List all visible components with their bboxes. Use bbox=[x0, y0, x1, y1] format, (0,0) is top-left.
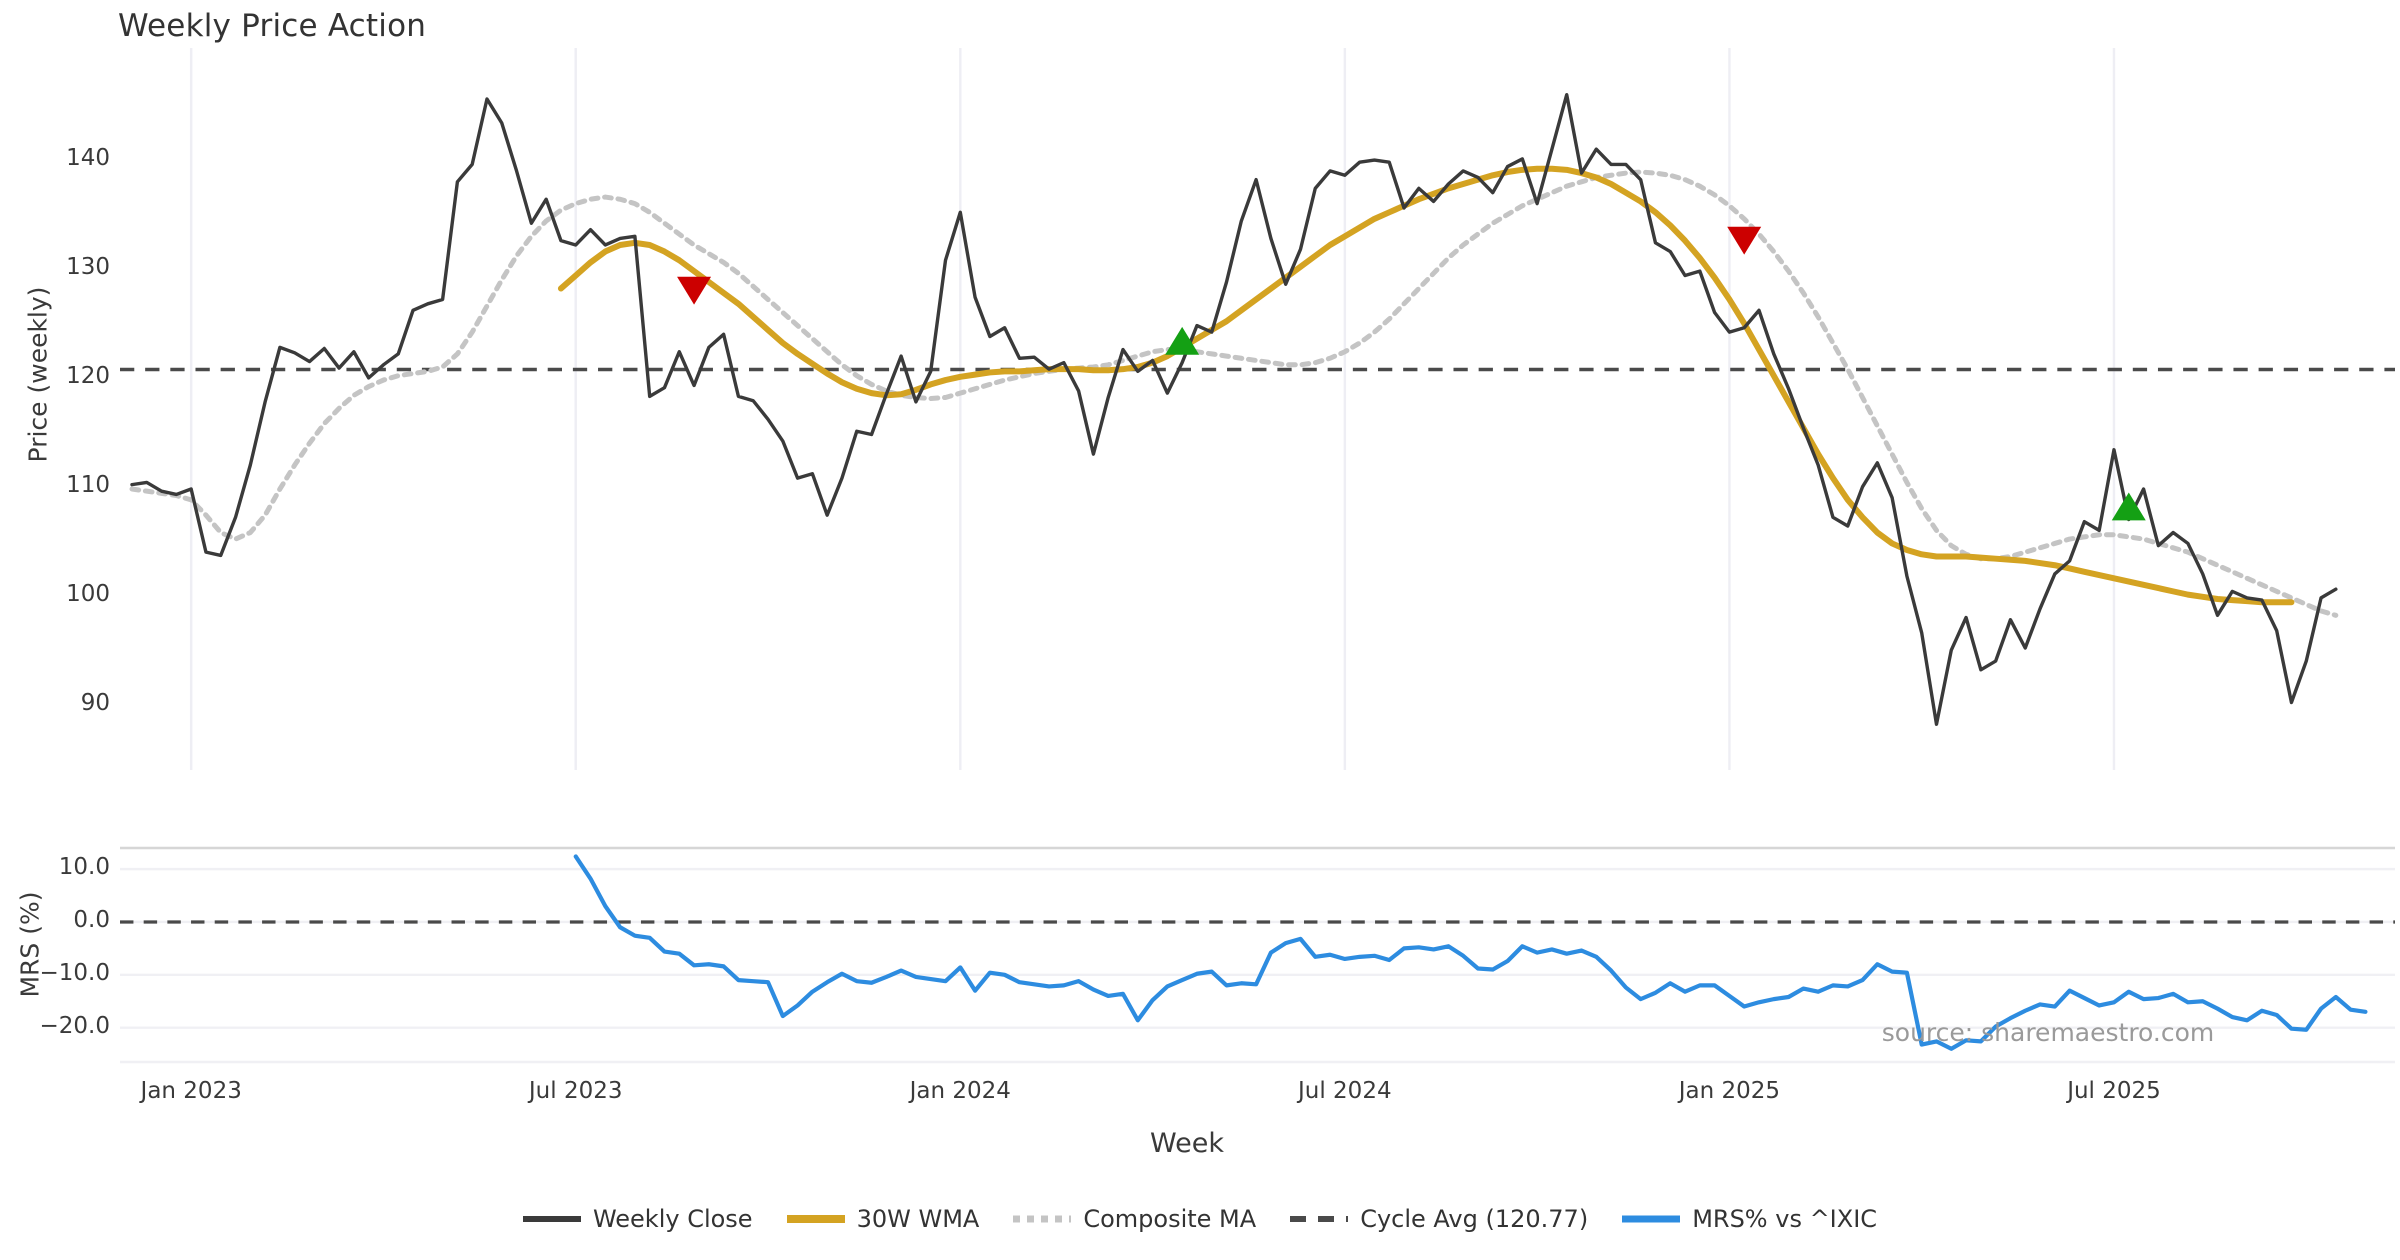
mrs-line bbox=[573, 854, 2368, 1051]
x-tick-label: Jan 2025 bbox=[1678, 1078, 1781, 1104]
weekly-close-line bbox=[130, 92, 2338, 726]
legend-item[interactable]: 30W WMA bbox=[786, 1205, 980, 1233]
mrs-y-tick-label: 10.0 bbox=[58, 854, 110, 881]
legend-label: Cycle Avg (120.77) bbox=[1360, 1205, 1589, 1233]
price-y-tick-label: 90 bbox=[80, 689, 110, 716]
x-tick-label: Jan 2023 bbox=[140, 1078, 242, 1104]
sell-signal-marker bbox=[1727, 226, 1762, 255]
legend-label: MRS% vs ^IXIC bbox=[1692, 1205, 1878, 1233]
legend-swatch-solid bbox=[1622, 1208, 1681, 1230]
legend-label: Composite MA bbox=[1083, 1205, 1257, 1233]
legend-label: 30W WMA bbox=[856, 1205, 980, 1233]
mrs-y-tick-label: 0.0 bbox=[73, 906, 110, 933]
legend-label: Weekly Close bbox=[592, 1205, 753, 1233]
wma-line bbox=[557, 165, 2295, 606]
legend-item[interactable]: MRS% vs ^IXIC bbox=[1622, 1205, 1877, 1233]
buy-signal-marker bbox=[1165, 326, 1200, 355]
x-tick-label: Jan 2024 bbox=[909, 1078, 1011, 1104]
mrs-y-tick-label: −10.0 bbox=[39, 959, 110, 986]
price-y-tick-label: 140 bbox=[66, 145, 110, 172]
legend-item[interactable]: Weekly Close bbox=[522, 1205, 753, 1233]
legend-item[interactable]: Composite MA bbox=[1013, 1205, 1256, 1233]
price-y-tick-label: 130 bbox=[66, 253, 110, 280]
legend-swatch-solid bbox=[522, 1208, 581, 1230]
x-tick-label: Jul 2025 bbox=[2067, 1078, 2161, 1104]
price-y-tick-label: 120 bbox=[66, 362, 110, 389]
price-y-tick-label: 100 bbox=[66, 580, 110, 607]
buy-signal-marker bbox=[2111, 492, 2146, 521]
x-tick-label: Jul 2024 bbox=[1297, 1078, 1392, 1104]
legend-swatch-dashed bbox=[1290, 1208, 1349, 1230]
legend-item[interactable]: Cycle Avg (120.77) bbox=[1290, 1205, 1588, 1233]
price-y-tick-label: 110 bbox=[66, 471, 110, 498]
composite-ma-line bbox=[129, 169, 2339, 618]
chart-title: Weekly Price Action bbox=[118, 8, 427, 44]
x-axis-label: Week bbox=[1150, 1128, 1224, 1159]
legend-swatch-dotted bbox=[1013, 1208, 1072, 1230]
sell-signal-marker bbox=[677, 276, 712, 305]
mrs-y-tick-label: −20.0 bbox=[39, 1012, 110, 1039]
legend-swatch-solid bbox=[786, 1208, 845, 1230]
chart-legend: Weekly Close 30W WMA Composite MA Cycle Avg… bbox=[0, 1205, 2400, 1233]
x-tick-label: Jul 2023 bbox=[528, 1078, 623, 1104]
